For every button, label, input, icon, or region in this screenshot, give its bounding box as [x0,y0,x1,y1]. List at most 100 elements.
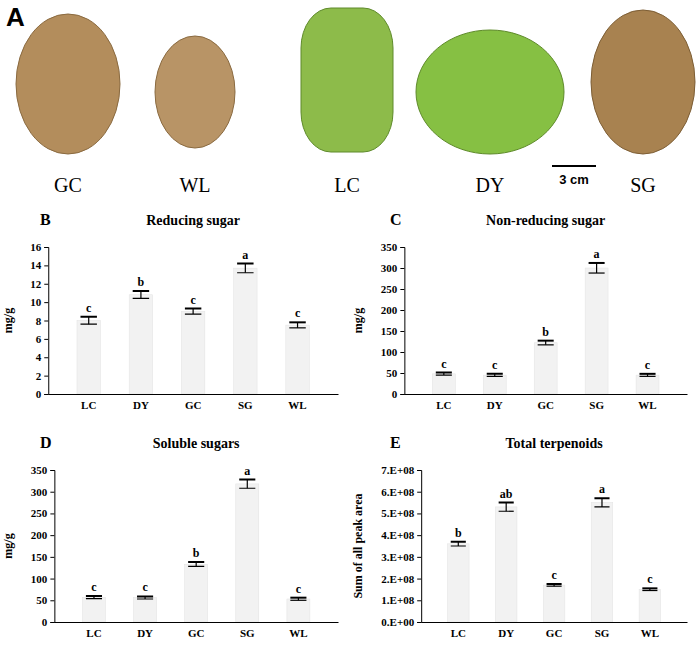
error-bar [538,341,554,345]
y-tick-label: 200 [381,304,398,316]
y-tick-mark [50,535,54,536]
y-tick-label: 100 [31,573,48,585]
x-axis: LCDYGCSGWL [422,622,688,639]
x-tick-label: LC [451,627,466,639]
x-axis-line [49,394,339,395]
error-bar [487,374,503,377]
x-axis: LCDYGCSGWL [405,394,688,411]
plot-marks [448,498,661,622]
y-axis: 050100150200250300350 [31,464,55,628]
error-bar-cap [642,587,657,589]
error-bar-cap [137,595,153,597]
x-tick: DY [498,622,514,639]
y-tick-label: 250 [381,283,398,295]
significance-letter: b [138,275,145,289]
error-bar-stem [247,480,248,489]
y-tick: 350 [381,241,405,253]
y-tick-mark [50,513,54,514]
bar [129,295,152,394]
panel-letter: E [390,434,401,451]
y-tick: 50 [36,594,54,606]
x-tick: GC [546,622,563,639]
error-bar-cap [289,321,305,323]
error-bar-cap [137,598,153,599]
error-bar-cap [594,497,609,499]
y-tick-mark [417,535,421,536]
panel-letter: C [390,211,402,228]
y-tick-label: 250 [31,507,48,519]
y-tick-label: 5.E+08 [381,507,414,519]
x-tick-label: LC [436,399,451,411]
panel-letter: A [6,2,25,32]
y-tick: 0 [392,388,405,400]
x-tick-label: WL [638,399,656,411]
error-bar [594,498,609,507]
error-bar-cap [589,272,605,273]
fruit-picture [16,14,120,154]
error-bar [289,322,305,328]
y-tick-mark [400,373,404,374]
x-tick: SG [595,622,610,639]
error-bar [547,584,562,586]
error-bar-stem [140,291,141,298]
error-bar-cap [188,561,204,563]
x-tick-label: DY [487,399,503,411]
y-tick-mark [44,265,48,266]
y-tick: 300 [381,262,405,274]
y-tick-mark [44,302,48,303]
significance-letter: b [193,546,200,560]
y-tick-mark [44,394,48,395]
error-bar-cap [185,308,201,310]
y-tick-mark [50,622,54,623]
y-tick: 12 [30,278,48,290]
error-bar [137,596,153,599]
error-bar-cap [499,502,514,504]
fruit-picture [591,10,695,154]
y-tick-label: 10 [30,296,42,308]
y-tick-mark [417,622,421,623]
x-axis-line [55,622,339,623]
x-tick-label: SG [238,399,253,411]
y-tick-mark [417,470,421,471]
panel-a: AGCWLLCDYSG3 cm [6,2,695,196]
bar [636,375,659,394]
bar [639,589,661,622]
error-bar-cap [133,298,149,299]
significance-letter: c [441,357,447,371]
fruit-label: LC [334,174,360,196]
error-bar-cap [188,566,204,567]
error-bar-stem [88,317,89,324]
error-bar-cap [290,600,306,601]
y-tick-label: 8 [36,315,42,327]
x-tick: GC [185,394,202,411]
y-tick-mark [400,331,404,332]
y-tick: 350 [31,464,55,476]
error-bar-cap [86,595,102,597]
error-bar-cap [80,316,96,318]
y-tick: 50 [386,367,404,379]
x-tick-label: GC [546,627,563,639]
error-bar-cap [289,327,305,328]
error-bar-cap [547,586,562,587]
significance-letter: c [91,580,97,594]
y-axis-title: Sum of all peak area [351,493,365,598]
bar [181,311,204,394]
y-tick-label: 6 [36,333,42,345]
y-tick: 1.E+08 [381,594,421,606]
y-tick-mark [417,492,421,493]
y-tick-mark [44,376,48,377]
x-tick: WL [289,622,307,639]
bar [234,268,257,394]
error-bar-cap [538,344,554,345]
error-bar [499,503,514,512]
y-tick: 200 [381,304,405,316]
y-tick-mark [50,492,54,493]
y-tick-mark [44,284,48,285]
y-tick-mark [417,557,421,558]
bar [82,597,105,622]
error-bar-stem [506,503,507,512]
y-axis-line [50,471,55,623]
error-bar-cap [487,373,503,375]
y-tick-label: 2.E+08 [381,573,414,585]
y-tick-mark [50,557,54,558]
